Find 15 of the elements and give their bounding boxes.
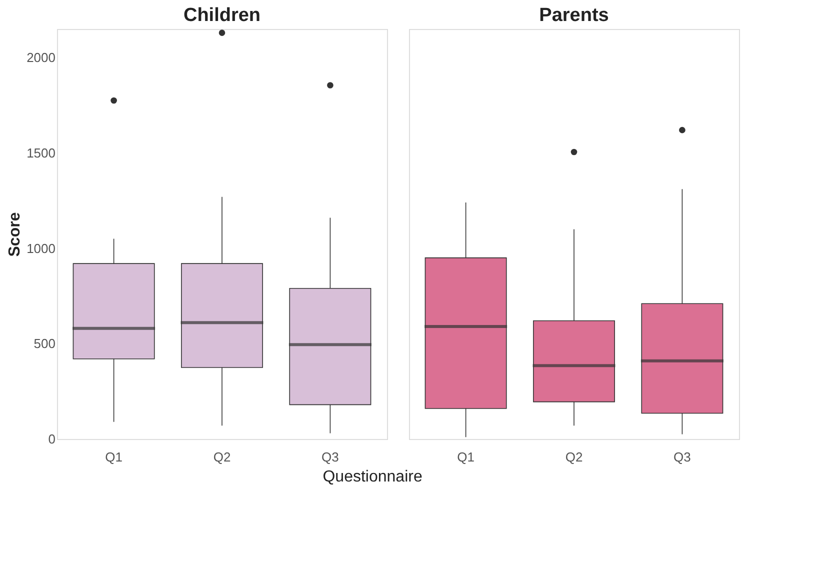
y-tick-label: 0 (48, 432, 56, 446)
x-axis-title: Questionnaire (322, 468, 422, 486)
x-tick-label: Q1 (105, 450, 122, 464)
x-tick-label: Q3 (322, 450, 339, 464)
x-tick-label: Q1 (457, 450, 474, 464)
x-tick-label: Q3 (674, 450, 691, 464)
y-axis-title: Score (6, 212, 24, 257)
chart-title: Parents (539, 5, 609, 26)
y-tick-label: 2000 (26, 50, 56, 66)
y-tick-label: 500 (34, 336, 56, 352)
y-tick-label: 1500 (26, 145, 56, 160)
chart-title: Children (183, 5, 261, 26)
y-tick-label: 1000 (26, 240, 56, 256)
x-tick-label: Q2 (565, 450, 583, 464)
x-tick-label: Q2 (213, 450, 231, 464)
